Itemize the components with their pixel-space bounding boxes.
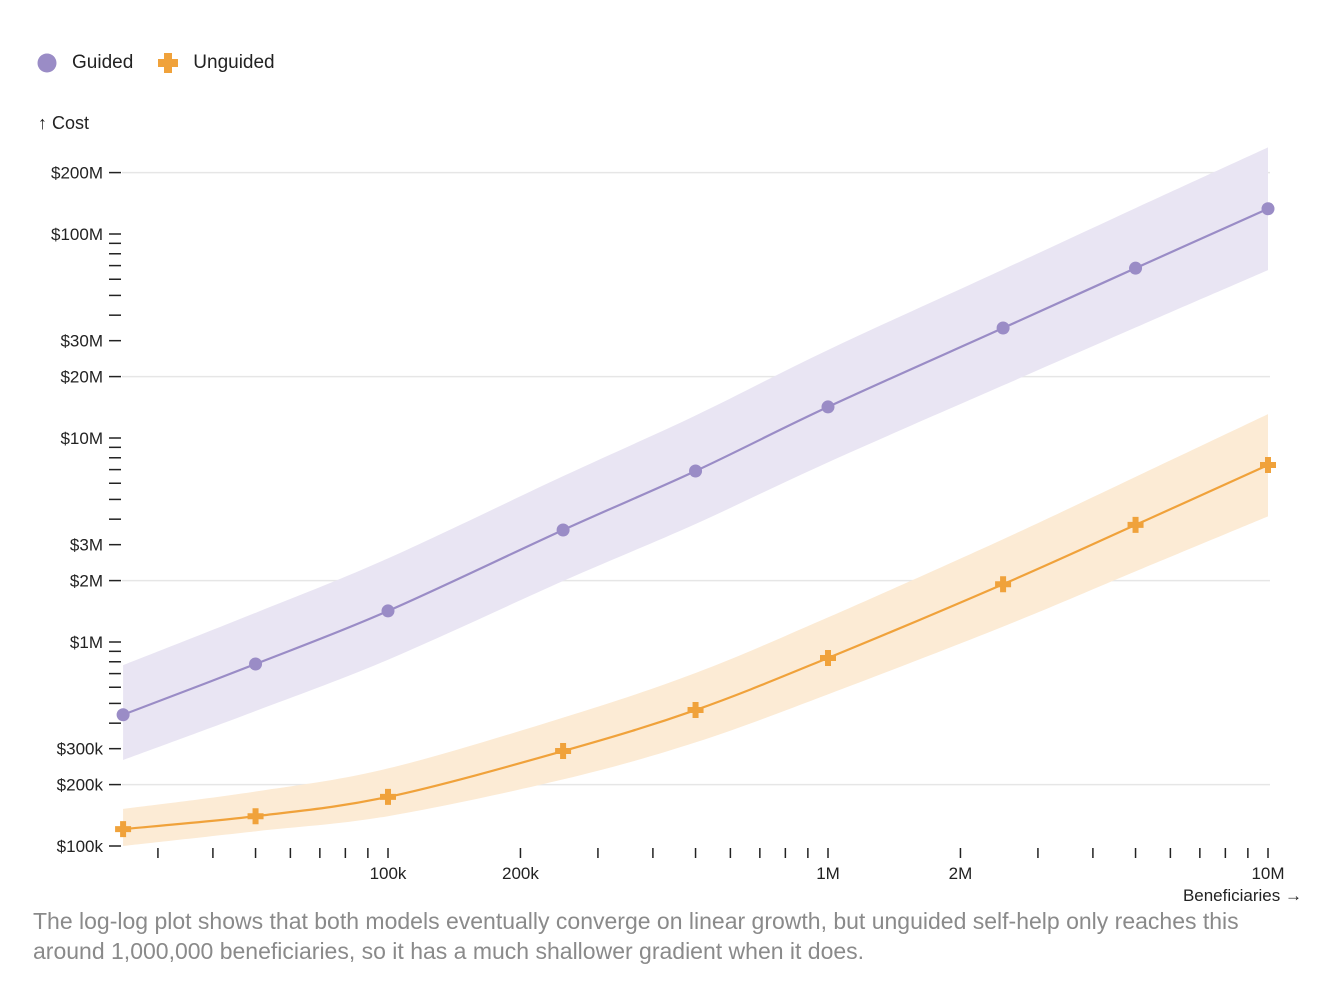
data-point: [689, 464, 703, 478]
y-axis-label: ↑ Cost: [38, 113, 89, 133]
y-tick-label: $2M: [70, 572, 103, 591]
x-tick-label: 1M: [816, 864, 840, 883]
data-point: [247, 808, 264, 825]
data-point: [381, 604, 395, 618]
x-tick-label: 100k: [370, 864, 407, 883]
data-point: [1260, 457, 1276, 474]
y-tick-label: $10M: [60, 429, 103, 448]
y-tick-label: $200k: [57, 776, 104, 795]
y-tick-label: $30M: [60, 332, 103, 351]
data-point: [556, 523, 570, 537]
y-tick-label: $3M: [70, 536, 103, 555]
x-tick-label: 200k: [502, 864, 539, 883]
confidence-band-guided: [123, 147, 1268, 760]
y-tick-label: $100M: [51, 225, 103, 244]
data-point: [1261, 202, 1275, 216]
data-point: [115, 821, 132, 838]
data-point: [555, 743, 572, 760]
confidence-band-unguided: [123, 414, 1268, 846]
data-point: [380, 788, 396, 805]
caption: The log-log plot shows that both models …: [33, 908, 1239, 964]
legend: Guided Unguided: [36, 52, 299, 74]
data-point: [249, 657, 263, 671]
data-point: [821, 400, 835, 414]
data-point: [687, 702, 704, 719]
legend-item-guided: Guided: [36, 52, 133, 74]
y-tick-label: $300k: [57, 740, 104, 759]
legend-label: Guided: [72, 52, 134, 73]
circle-marker-icon: [37, 53, 57, 73]
data-point: [995, 576, 1012, 593]
x-tick-label: 10M: [1251, 864, 1284, 883]
data-point: [116, 708, 130, 722]
legend-item-unguided: Unguided: [157, 52, 275, 74]
y-tick-label: $1M: [70, 633, 103, 652]
x-axis-label: Beneficiaries →: [1183, 886, 1302, 905]
plus-marker-icon: [158, 53, 179, 73]
legend-label: Unguided: [193, 52, 275, 73]
data-point: [1127, 516, 1144, 533]
y-tick-label: $100k: [57, 837, 104, 856]
x-tick-label: 2M: [949, 864, 973, 883]
y-tick-label: $200M: [51, 164, 103, 183]
data-point: [996, 321, 1010, 335]
y-tick-label: $20M: [60, 368, 103, 387]
data-point: [820, 649, 836, 666]
data-point: [1129, 261, 1143, 275]
